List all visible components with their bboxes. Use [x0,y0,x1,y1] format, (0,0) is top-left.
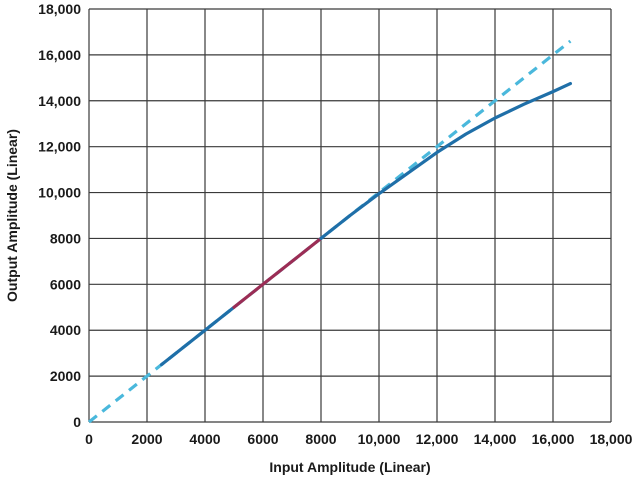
y-tick-label: 18,000 [38,1,81,17]
y-tick-label: 2000 [50,368,81,384]
x-tick-label: 18,000 [590,431,633,447]
x-tick-label: 2000 [131,431,162,447]
x-tick-label: 12,000 [416,431,459,447]
y-tick-label: 8000 [50,230,81,246]
y-tick-label: 4000 [50,322,81,338]
x-tick-label: 6000 [247,431,278,447]
y-tick-label: 6000 [50,276,81,292]
y-tick-label: 0 [73,414,81,430]
y-tick-label: 14,000 [38,93,81,109]
x-tick-label: 14,000 [474,431,517,447]
series-line-2 [159,305,236,367]
y-tick-label: 10,000 [38,185,81,201]
x-tick-labels: 0 2000 4000 6000 8000 10,000 12,000 14,000 16,00… [85,431,633,447]
y-axis-label: Output Amplitude (Linear) [4,129,20,302]
y-tick-labels: 0 2000 4000 6000 8000 10,000 12,000 14,000 16,00… [38,1,81,430]
series-line-3 [232,236,323,309]
x-tick-label: 0 [85,431,93,447]
x-tick-label: 10,000 [358,431,401,447]
x-axis-label: Input Amplitude (Linear) [269,459,430,475]
series-group [88,39,573,424]
x-tick-label: 16,000 [532,431,575,447]
series-line-4 [319,81,573,240]
grid [88,8,612,423]
y-tick-label: 16,000 [38,47,81,63]
x-tick-label: 4000 [189,431,220,447]
y-tick-label: 12,000 [38,139,81,155]
x-tick-label: 8000 [305,431,336,447]
